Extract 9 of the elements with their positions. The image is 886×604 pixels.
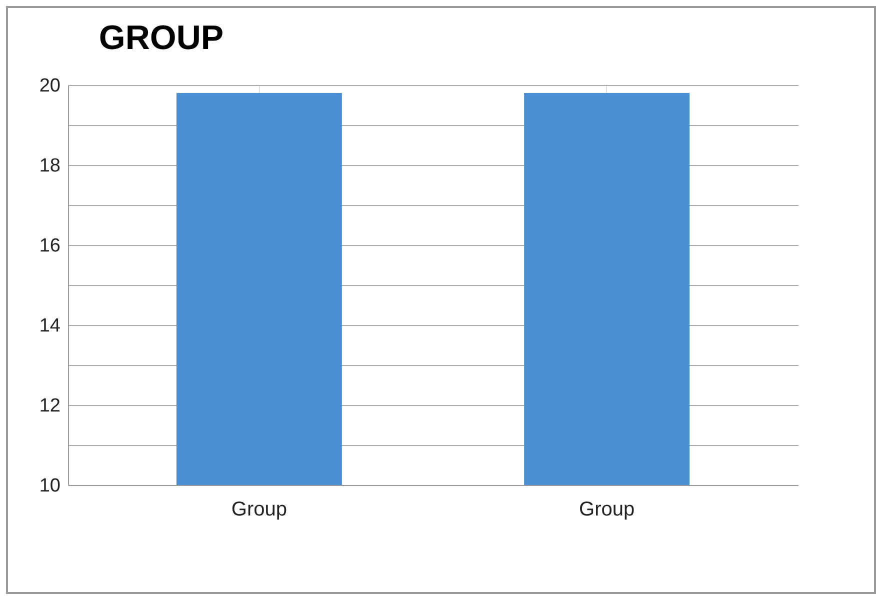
y-tick-label: 10: [39, 476, 60, 496]
x-tick-label: Group: [231, 498, 287, 520]
y-tick-label: 14: [39, 316, 61, 336]
y-tick-label: 16: [39, 236, 60, 256]
y-tick-label: 20: [39, 76, 60, 96]
x-tick-label: Group: [579, 498, 635, 520]
y-tick-label: 12: [39, 396, 60, 416]
chart-title: GROUP: [98, 19, 224, 57]
y-tick-label: 18: [39, 156, 60, 176]
